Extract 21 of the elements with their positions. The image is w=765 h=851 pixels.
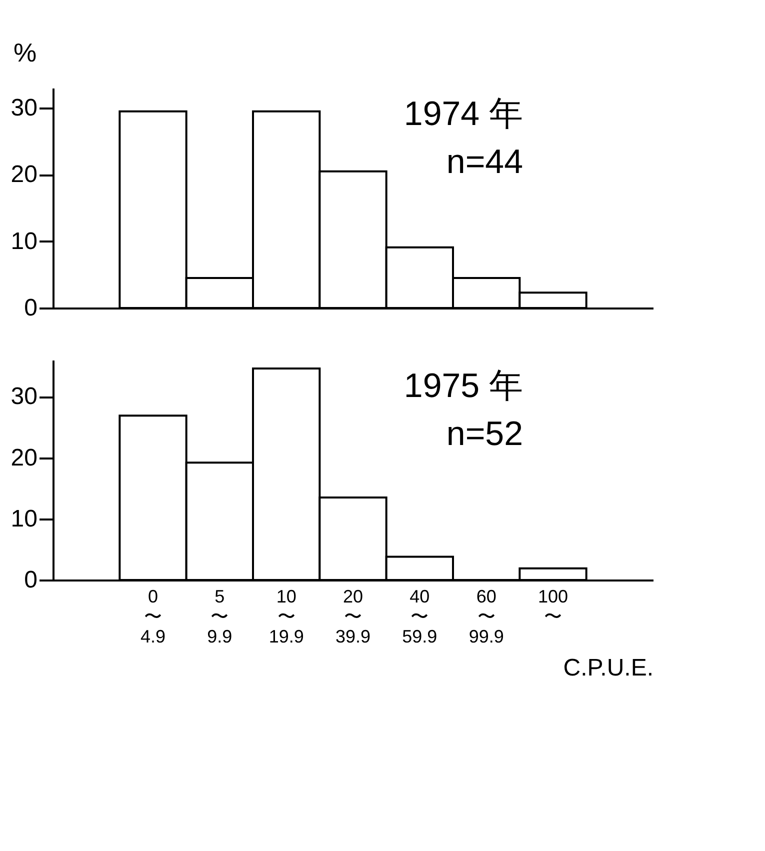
y-tick-label: 0 [24, 566, 38, 594]
y-tick-label: 10 [10, 228, 38, 255]
x-tick-label: 60 〜 99.9 [468, 586, 504, 646]
y-axis-title: % [14, 38, 37, 68]
y-tick-label: 30 [10, 383, 38, 410]
annotation: n=44 [446, 143, 523, 181]
x-tick-label: 40 〜 59.9 [402, 586, 438, 646]
y-tick-label: 30 [10, 94, 38, 122]
x-axis-title: C.P.U.E. [563, 654, 654, 682]
x-tick-label: 0 〜 4.9 [140, 586, 166, 646]
x-tick-label: 20 〜 39.9 [335, 586, 371, 646]
y-tick-label: 20 [10, 444, 38, 472]
annotation: 1975 年 [404, 367, 523, 405]
x-tick-label: 5 〜 9.9 [207, 586, 232, 646]
annotation: 1974 年 [404, 95, 523, 133]
y-tick-label: 10 [10, 505, 38, 532]
x-tick-label: 10 〜 19.9 [268, 586, 304, 646]
y-tick-label: 20 [10, 161, 38, 188]
y-tick-label: 0 [24, 294, 38, 322]
annotation: n=52 [446, 415, 523, 453]
x-tick-label: 100 〜 [538, 586, 568, 626]
